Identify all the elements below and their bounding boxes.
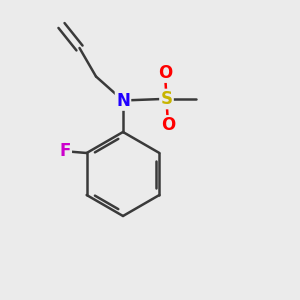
Text: O: O: [161, 116, 175, 134]
Text: O: O: [158, 64, 172, 82]
Text: S: S: [160, 90, 172, 108]
Text: F: F: [59, 142, 71, 160]
Text: N: N: [116, 92, 130, 110]
